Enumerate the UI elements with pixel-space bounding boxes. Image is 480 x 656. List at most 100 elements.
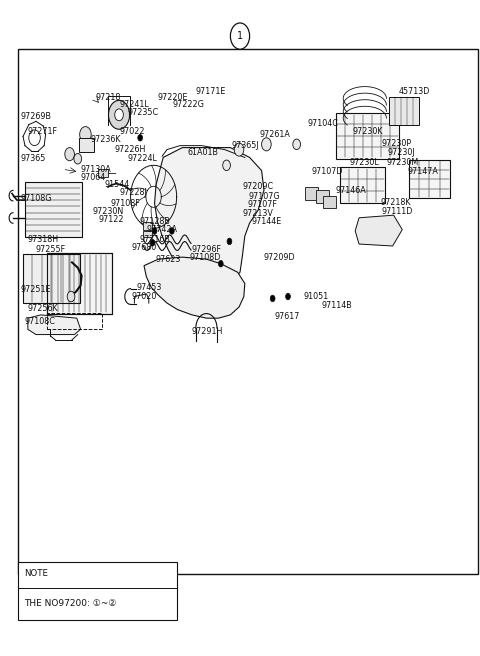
Text: 97064: 97064 xyxy=(81,173,106,182)
Text: 97256K: 97256K xyxy=(28,304,59,313)
Text: 97111D: 97111D xyxy=(382,207,413,216)
Text: 97296F: 97296F xyxy=(192,245,222,254)
Bar xyxy=(143,222,152,230)
Text: 61A01B: 61A01B xyxy=(187,148,218,157)
Text: 97108G: 97108G xyxy=(20,194,52,203)
Text: 97318H: 97318H xyxy=(28,235,59,244)
Text: 97218: 97218 xyxy=(96,92,121,102)
Bar xyxy=(323,196,336,208)
Circle shape xyxy=(234,143,244,156)
Text: 97022: 97022 xyxy=(119,127,144,136)
Bar xyxy=(389,97,419,125)
Text: 91051: 91051 xyxy=(303,292,329,301)
Text: 97235C: 97235C xyxy=(127,108,158,117)
Circle shape xyxy=(80,127,91,142)
Text: 97146A: 97146A xyxy=(335,186,366,195)
Text: 97220E: 97220E xyxy=(157,92,188,102)
Text: 97617: 97617 xyxy=(275,312,300,321)
Circle shape xyxy=(227,238,232,245)
Bar xyxy=(79,138,94,152)
Text: 97130A: 97130A xyxy=(81,165,111,174)
Bar xyxy=(340,167,385,203)
Circle shape xyxy=(152,228,157,234)
Text: 97128B: 97128B xyxy=(139,217,170,226)
Text: 97226H: 97226H xyxy=(114,145,145,154)
Circle shape xyxy=(138,134,143,141)
Text: 97623: 97623 xyxy=(156,255,181,264)
Text: 97365: 97365 xyxy=(20,154,46,163)
Circle shape xyxy=(108,100,130,129)
Text: 97230K: 97230K xyxy=(353,127,384,136)
Bar xyxy=(18,562,177,620)
Bar xyxy=(409,160,450,198)
Text: 97255F: 97255F xyxy=(36,245,66,254)
Text: 97144E: 97144E xyxy=(252,217,282,226)
Text: 97742A: 97742A xyxy=(146,225,178,234)
Polygon shape xyxy=(144,257,245,318)
Bar xyxy=(336,113,399,159)
Text: 97114B: 97114B xyxy=(322,300,352,310)
Circle shape xyxy=(262,138,271,151)
Text: 97107G: 97107G xyxy=(249,192,280,201)
Polygon shape xyxy=(28,315,81,335)
Circle shape xyxy=(169,228,174,234)
Circle shape xyxy=(74,154,82,164)
Text: NOTE: NOTE xyxy=(24,569,48,578)
Text: 97236K: 97236K xyxy=(90,134,121,144)
Text: 97230M: 97230M xyxy=(387,158,419,167)
Circle shape xyxy=(223,160,230,171)
Circle shape xyxy=(65,148,74,161)
Text: 97269B: 97269B xyxy=(20,112,51,121)
Circle shape xyxy=(150,239,155,246)
Text: 97209D: 97209D xyxy=(263,253,295,262)
Bar xyxy=(143,231,152,237)
Text: 97108D: 97108D xyxy=(190,253,221,262)
Text: 97224L: 97224L xyxy=(127,154,157,163)
Circle shape xyxy=(270,295,275,302)
Text: 97209C: 97209C xyxy=(242,182,274,192)
Text: 97108C: 97108C xyxy=(25,317,56,326)
Text: 97218K: 97218K xyxy=(380,197,411,207)
Bar xyxy=(23,254,80,303)
Text: 97680: 97680 xyxy=(132,243,157,253)
Circle shape xyxy=(218,260,223,267)
Text: 97108F: 97108F xyxy=(110,199,140,208)
Text: 97107D: 97107D xyxy=(311,167,343,176)
Text: THE NO97200: ①~②: THE NO97200: ①~② xyxy=(24,600,117,608)
Bar xyxy=(316,190,329,203)
Text: 97222G: 97222G xyxy=(173,100,204,110)
Polygon shape xyxy=(155,148,264,290)
Polygon shape xyxy=(355,215,402,246)
Text: 97716B: 97716B xyxy=(139,235,170,244)
Text: 97104C: 97104C xyxy=(307,119,338,128)
Bar xyxy=(98,169,108,177)
Text: 97365J: 97365J xyxy=(231,141,259,150)
Bar xyxy=(305,187,318,200)
Text: 97261A: 97261A xyxy=(259,130,290,139)
Text: 97453: 97453 xyxy=(137,283,162,292)
Text: 97230L: 97230L xyxy=(349,158,379,167)
Circle shape xyxy=(293,139,300,150)
Text: 91544: 91544 xyxy=(105,180,130,190)
Text: 45713D: 45713D xyxy=(398,87,430,96)
Text: 97271F: 97271F xyxy=(28,127,58,136)
Text: 97122: 97122 xyxy=(98,215,124,224)
Text: 97228J: 97228J xyxy=(119,188,147,197)
Text: 97230J: 97230J xyxy=(388,148,416,157)
Text: 97171E: 97171E xyxy=(196,87,226,96)
Bar xyxy=(47,253,112,314)
Bar xyxy=(18,49,478,574)
Text: 97251E: 97251E xyxy=(20,285,51,295)
Text: 1: 1 xyxy=(237,31,243,41)
Circle shape xyxy=(29,130,40,146)
Circle shape xyxy=(115,109,123,121)
Circle shape xyxy=(230,23,250,49)
Circle shape xyxy=(67,291,75,302)
Text: 97213V: 97213V xyxy=(242,209,273,218)
Text: 97147A: 97147A xyxy=(407,167,438,176)
Text: 97230P: 97230P xyxy=(382,138,412,148)
Text: 97107F: 97107F xyxy=(247,200,277,209)
Circle shape xyxy=(286,293,290,300)
Text: 97241L: 97241L xyxy=(119,100,149,110)
Text: 97230N: 97230N xyxy=(92,207,123,216)
